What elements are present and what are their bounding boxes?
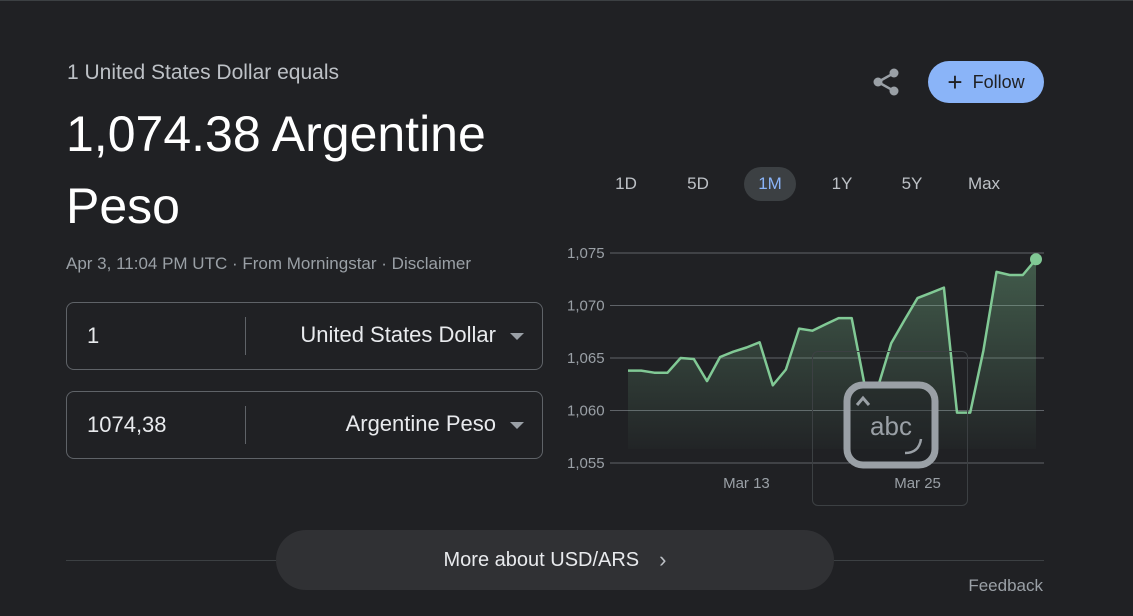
field-divider [245,406,246,444]
keyboard-overlay-frame [812,351,968,506]
exchange-rate-chart[interactable]: 1,075 1,070 1,065 1,060 1,055 Mar 13 Mar 25 [560,230,1060,510]
y-tick-label: 1,070 [567,298,605,315]
series-line [628,258,1037,414]
to-amount-input[interactable]: 1074,38 [87,412,167,437]
top-divider [0,0,1133,1]
rate-meta: Apr 3, 11:04 PM UTC · From Morningstar ·… [66,254,471,274]
more-about-label: More about USD/ARS [443,548,640,571]
from-currency-select[interactable]: United States Dollar [300,322,496,347]
chevron-down-icon[interactable] [510,422,524,429]
exchange-rate-value: 1,074.38 Argentine Peso [66,106,486,234]
rate-timestamp: Apr 3, 11:04 PM UTC [66,254,228,273]
rate-source: From Morningstar [242,254,377,273]
x-tick-label: Mar 13 [723,475,770,492]
current-value-dot [1030,253,1042,266]
y-tick-label: 1,075 [567,245,605,262]
range-tab-1d[interactable]: 1D [615,174,637,193]
share-button[interactable] [868,64,904,100]
field-divider [245,317,246,355]
disclaimer-link[interactable]: Disclaimer [391,254,472,273]
from-currency-row: 1 United States Dollar [66,302,543,370]
follow-label: Follow [972,71,1025,92]
follow-button[interactable]: + Follow [928,61,1044,103]
rate-subtitle: 1 United States Dollar equals [67,61,339,84]
y-tick-label: 1,055 [567,455,605,472]
meta-separator: · [381,254,387,273]
y-tick-label: 1,065 [567,350,605,367]
share-icon [873,68,899,96]
chevron-right-icon: › [659,547,667,572]
y-tick-label: 1,060 [567,403,605,420]
from-amount-input[interactable]: 1 [87,323,100,348]
range-tab-1m[interactable]: 1M [744,167,796,201]
range-tabs: 1D 5D 1M 1Y 5Y Max [592,167,1024,203]
range-tab-1y[interactable]: 1Y [831,174,853,193]
range-tab-5y[interactable]: 5Y [901,174,923,193]
keyboard-abc-icon[interactable]: abc [843,381,939,469]
keyboard-abc-label: abc [870,411,912,441]
range-tab-max[interactable]: Max [967,174,1001,193]
range-tab-5d[interactable]: 5D [687,174,709,193]
plus-icon: + [947,67,963,97]
more-about-button[interactable]: More about USD/ARS › [276,530,834,590]
to-currency-row: 1074,38 Argentine Peso [66,391,543,459]
x-tick-label: Mar 25 [894,475,941,492]
chevron-down-icon[interactable] [510,333,524,340]
meta-separator: · [231,254,238,273]
feedback-link[interactable]: Feedback [968,576,1043,595]
to-currency-select[interactable]: Argentine Peso [345,411,496,436]
